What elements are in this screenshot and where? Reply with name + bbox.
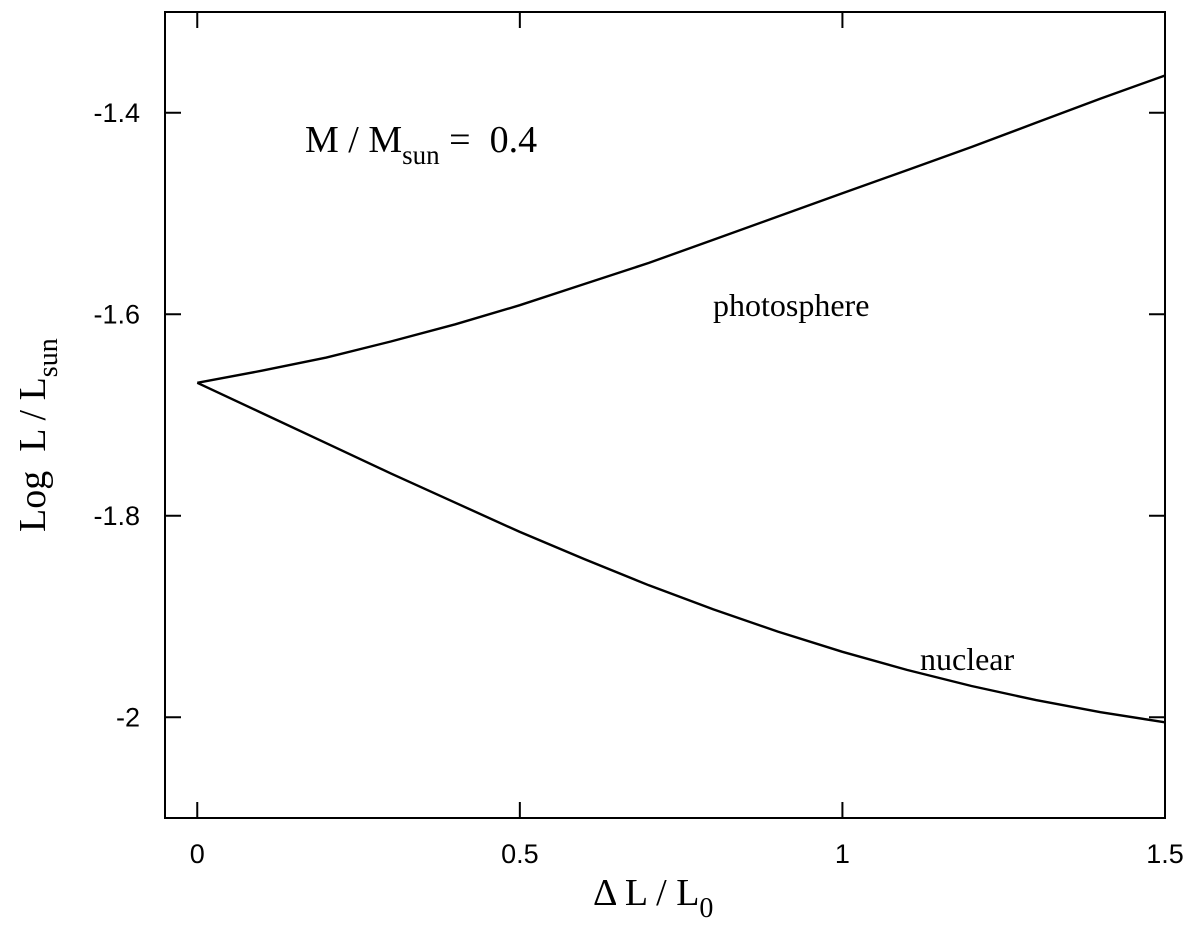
annotation-mass: M / Msun = 0.4: [305, 119, 537, 170]
x-tick-label: 0: [190, 839, 205, 869]
x-tick-label: 0.5: [501, 839, 539, 869]
series-label-photosphere: photosphere: [713, 287, 869, 323]
ticks: [165, 12, 1166, 818]
y-axis-label: Log L / Lsun: [12, 338, 64, 532]
x-axis-label: Δ L / L0: [593, 872, 713, 924]
series-group: [196, 74, 1166, 724]
y-tick-label: -1.4: [93, 98, 140, 128]
x-tick-label: 1.5: [1146, 839, 1184, 869]
series-label-nuclear: nuclear: [920, 641, 1015, 677]
x-tick-label: 1: [835, 839, 850, 869]
y-tick-label: -2: [116, 702, 140, 732]
y-tick-label: -1.6: [93, 299, 140, 329]
series-line-1: [196, 381, 1166, 724]
plot-frame: [164, 11, 1166, 819]
series-line-0: [197, 74, 1166, 384]
y-tick-label: -1.8: [93, 501, 140, 531]
tick-labels: 0 0.5 1 1.5 -2 -1.8 -1.6 -1.4: [93, 98, 1183, 869]
